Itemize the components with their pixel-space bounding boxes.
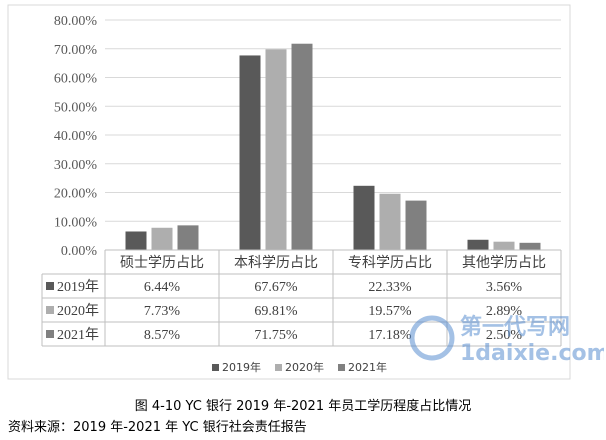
data-label: 7.73% (144, 304, 181, 319)
table-series-swatch (46, 306, 54, 314)
bar (291, 43, 313, 250)
legend-swatch (212, 364, 219, 371)
table-series-name: 2019年 (57, 279, 99, 295)
data-label: 2.89% (486, 304, 523, 319)
bar (177, 225, 199, 250)
y-tick-label: 40.00% (54, 129, 98, 144)
bars (125, 43, 541, 251)
watermark-logo: 第一代写网 1daixie.com (409, 314, 604, 366)
data-table: 硕士学历占比 本科学历占比 专科学历占比 其他学历占比 2019年 6.44% 67.67%… (41, 249, 562, 347)
legend-label: 2019年 (222, 360, 261, 374)
bar (125, 231, 147, 250)
legend-label: 2020年 (285, 360, 324, 374)
category-label: 硕士学历占比 (120, 255, 204, 271)
bar (239, 55, 261, 251)
data-label: 6.44% (144, 280, 181, 295)
y-axis: 0.00% 10.00% 20.00% 30.00% 40.00% 50.00% 60.00… (54, 14, 98, 259)
data-label: 3.56% (486, 280, 523, 295)
y-tick-label: 0.00% (61, 244, 98, 259)
gridlines (105, 19, 561, 251)
data-label: 17.18% (368, 328, 412, 343)
legend-swatch (275, 364, 282, 371)
bar (379, 193, 401, 250)
watermark-text-top: 第一代写网 (460, 314, 570, 340)
data-label: 67.67% (254, 280, 298, 295)
data-label: 69.81% (254, 304, 298, 319)
bar (265, 49, 287, 250)
bar (493, 241, 515, 250)
category-label: 本科学历占比 (234, 255, 318, 271)
source-note: 资料来源：2019 年-2021 年 YC 银行社会责任报告 (8, 419, 307, 435)
bar (467, 239, 489, 250)
category-label: 专科学历占比 (348, 255, 432, 271)
table-series-name: 2020年 (57, 303, 99, 319)
data-label: 8.57% (144, 328, 181, 343)
table-series-name: 2021年 (57, 327, 99, 343)
bar (519, 242, 541, 250)
table-series-swatch (46, 282, 54, 290)
bar (151, 227, 173, 250)
legend-label: 2021年 (348, 360, 387, 374)
watermark-circle-icon (409, 315, 455, 361)
y-tick-label: 30.00% (54, 158, 98, 173)
data-label: 19.57% (368, 304, 412, 319)
data-label: 71.75% (254, 328, 298, 343)
y-tick-label: 80.00% (54, 14, 98, 29)
chart-frame (7, 4, 571, 380)
y-tick-label: 20.00% (54, 187, 98, 202)
table-series-swatch (46, 330, 54, 338)
bar (405, 200, 427, 250)
y-tick-label: 70.00% (54, 43, 98, 58)
y-tick-label: 50.00% (54, 100, 98, 115)
y-tick-label: 10.00% (54, 215, 98, 230)
legend: 2019年 2020年 2021年 (212, 360, 387, 374)
y-tick-label: 60.00% (54, 72, 98, 87)
legend-swatch (338, 364, 345, 371)
category-label: 其他学历占比 (462, 255, 546, 271)
figure-caption: 图 4-10 YC 银行 2019 年-2021 年员工学历程度占比情况 (135, 398, 471, 414)
data-label: 22.33% (368, 280, 412, 295)
watermark-text-bottom: 1daixie.com (460, 341, 604, 366)
bar (353, 185, 375, 250)
data-label: 2.50% (486, 328, 523, 343)
